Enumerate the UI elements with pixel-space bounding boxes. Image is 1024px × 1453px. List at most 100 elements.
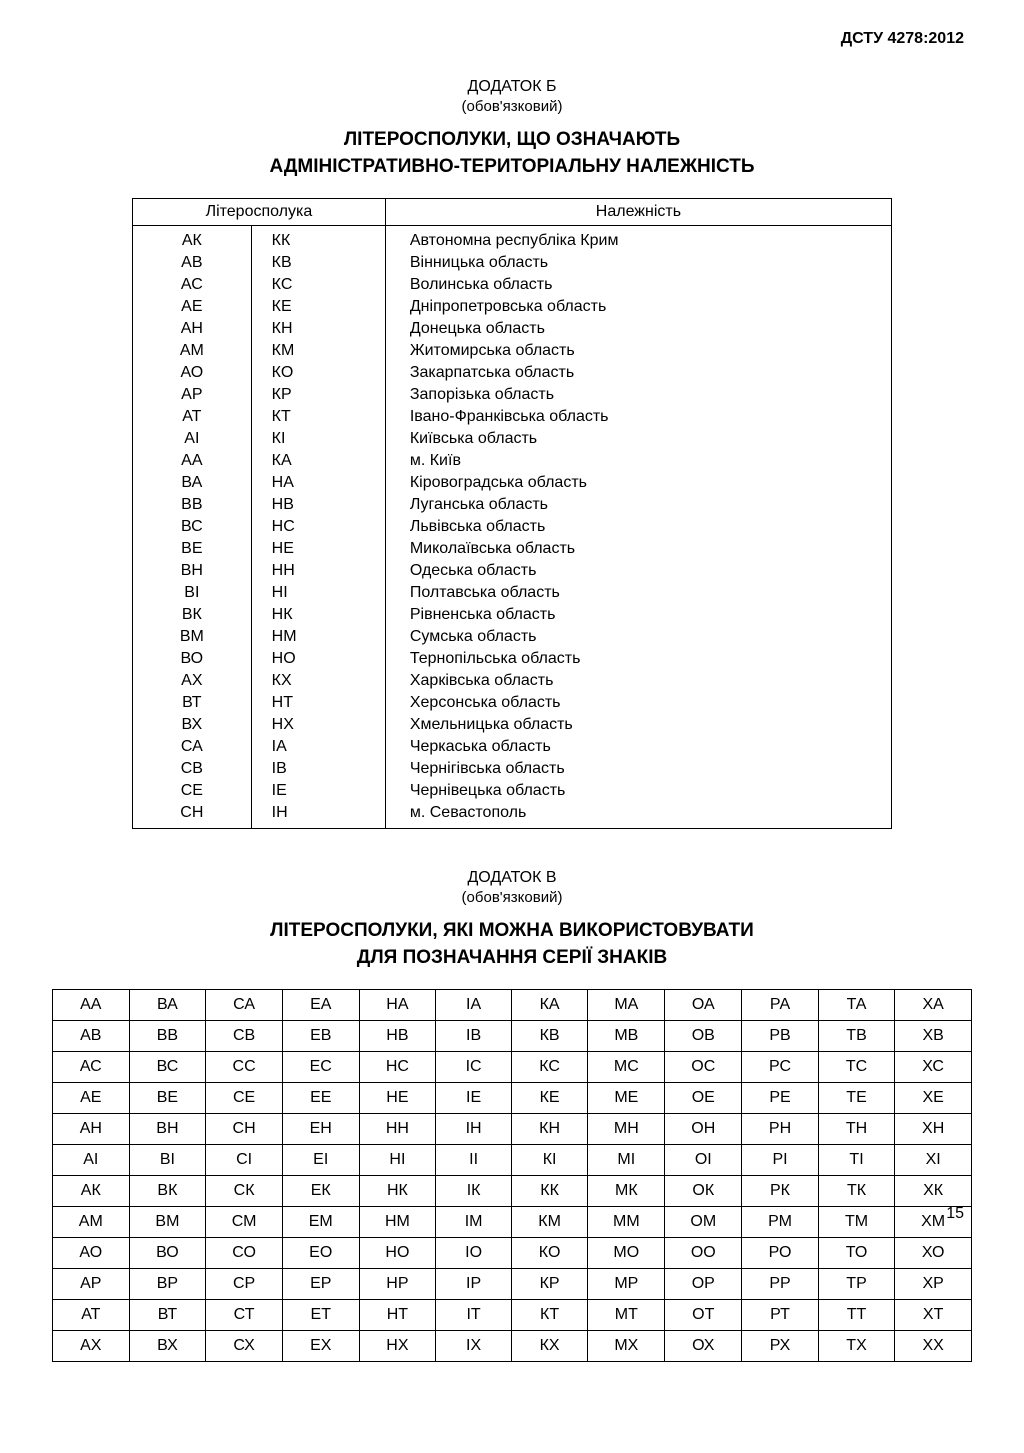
series-cell: ВС [129, 1052, 206, 1083]
series-table: ААВАСАЕАНАІАКАМАОАРАТАХААВВВСВЕВНВІВКВМВ… [52, 989, 972, 1362]
table-row: АЕВЕСЕЕЕНЕІЕКЕМЕОЕРЕТЕХЕ [53, 1083, 972, 1114]
series-cell: НР [359, 1269, 436, 1300]
region-code-2: КК [251, 226, 385, 253]
region-name: Волинська область [385, 274, 891, 296]
series-cell: ВЕ [129, 1083, 206, 1114]
series-cell: КМ [511, 1207, 587, 1238]
series-cell: ВТ [129, 1300, 206, 1331]
series-cell: ЕА [282, 990, 359, 1021]
table-row: ВТНТХерсонська область [133, 692, 892, 714]
table-row: ААКАм. Київ [133, 450, 892, 472]
region-code-2: КТ [251, 406, 385, 428]
table-row: ВМНМСумська область [133, 626, 892, 648]
series-cell: НО [359, 1238, 436, 1269]
region-name: Рівненська область [385, 604, 891, 626]
table-row: ВОНОТернопільська область [133, 648, 892, 670]
region-code-1: АЕ [133, 296, 252, 318]
appendix-v-title-line1: ЛІТЕРОСПОЛУКИ, ЯКІ МОЖНА ВИКОРИСТОВУВАТИ [270, 920, 754, 941]
table-row: АХВХСХЕХНХІХКХМХОХРХТХХХ [53, 1331, 972, 1362]
series-cell: ІІ [436, 1145, 512, 1176]
series-cell: КХ [511, 1331, 587, 1362]
table-row: АТКТІвано-Франківська область [133, 406, 892, 428]
series-cell: МВ [588, 1021, 665, 1052]
region-code-2: НХ [251, 714, 385, 736]
table-row: АКВКСКЕКНКІКККМКОКРКТКХК [53, 1176, 972, 1207]
series-cell: ІВ [436, 1021, 512, 1052]
table-row: ВХНХХмельницька область [133, 714, 892, 736]
region-name: Кіровоградська область [385, 472, 891, 494]
region-code-1: СН [133, 802, 252, 829]
page-number: 15 [946, 1205, 964, 1223]
table-row: АСКСВолинська область [133, 274, 892, 296]
region-code-1: ВН [133, 560, 252, 582]
region-code-2: ІА [251, 736, 385, 758]
series-cell: ЕІ [282, 1145, 359, 1176]
series-cell: ТР [818, 1269, 894, 1300]
series-cell: СВ [206, 1021, 283, 1052]
region-name: Дніпропетровська область [385, 296, 891, 318]
series-cell: СМ [206, 1207, 283, 1238]
series-cell: ТА [818, 990, 894, 1021]
region-code-1: АВ [133, 252, 252, 274]
series-cell: КО [511, 1238, 587, 1269]
region-name: Черкаська область [385, 736, 891, 758]
series-cell: МА [588, 990, 665, 1021]
series-cell: МК [588, 1176, 665, 1207]
series-cell: АІ [53, 1145, 130, 1176]
series-cell: НІ [359, 1145, 436, 1176]
series-cell: ТВ [818, 1021, 894, 1052]
region-name: Сумська область [385, 626, 891, 648]
table-row: ВВНВЛуганська область [133, 494, 892, 516]
table-row: АОВОСОЕОНОІОКОМОООРОТОХО [53, 1238, 972, 1269]
region-code-2: НА [251, 472, 385, 494]
series-cell: ІА [436, 990, 512, 1021]
series-cell: НЕ [359, 1083, 436, 1114]
series-cell: МО [588, 1238, 665, 1269]
region-code-1: АР [133, 384, 252, 406]
region-code-2: КС [251, 274, 385, 296]
series-cell: ХК [895, 1176, 972, 1207]
appendix-b-title: ЛІТЕРОСПОЛУКИ, ЩО ОЗНАЧАЮТЬ АДМІНІСТРАТИ… [50, 127, 974, 180]
table-row: АВВВСВЕВНВІВКВМВОВРВТВХВ [53, 1021, 972, 1052]
region-code-1: АО [133, 362, 252, 384]
series-cell: ЕС [282, 1052, 359, 1083]
series-cell: АК [53, 1176, 130, 1207]
table-row: АМВМСМЕМНМІМКМММОМРМТМХМ [53, 1207, 972, 1238]
appendix-b-label: ДОДАТОК Б [50, 78, 974, 96]
table-row: ВКНКРівненська область [133, 604, 892, 626]
series-cell: АЕ [53, 1083, 130, 1114]
table-row: СЕІЕЧернівецька область [133, 780, 892, 802]
table-row: ВСНСЛьвівська область [133, 516, 892, 538]
series-cell: ХХ [895, 1331, 972, 1362]
region-code-1: АА [133, 450, 252, 472]
series-cell: ЕН [282, 1114, 359, 1145]
region-code-2: КВ [251, 252, 385, 274]
region-code-1: ВІ [133, 582, 252, 604]
series-cell: ОС [665, 1052, 742, 1083]
series-cell: ІН [436, 1114, 512, 1145]
series-cell: КК [511, 1176, 587, 1207]
series-cell: АВ [53, 1021, 130, 1052]
appendix-v-label: ДОДАТОК В [50, 869, 974, 887]
series-cell: ОК [665, 1176, 742, 1207]
series-cell: ВА [129, 990, 206, 1021]
region-code-2: КХ [251, 670, 385, 692]
series-cell: ВН [129, 1114, 206, 1145]
series-cell: ВХ [129, 1331, 206, 1362]
series-cell: НТ [359, 1300, 436, 1331]
region-name: м. Київ [385, 450, 891, 472]
table-row: АСВСССЕСНСІСКСМСОСРСТСХС [53, 1052, 972, 1083]
series-cell: РВ [742, 1021, 819, 1052]
series-cell: ОІ [665, 1145, 742, 1176]
region-name: Миколаївська область [385, 538, 891, 560]
region-code-1: АС [133, 274, 252, 296]
series-cell: ОН [665, 1114, 742, 1145]
table-row: АРВРСРЕРНРІРКРМРОРРРТРХР [53, 1269, 972, 1300]
region-name: Чернівецька область [385, 780, 891, 802]
series-cell: ЕЕ [282, 1083, 359, 1114]
series-cell: ТО [818, 1238, 894, 1269]
table-row: АВКВВінницька область [133, 252, 892, 274]
region-code-2: НЕ [251, 538, 385, 560]
series-cell: ЕР [282, 1269, 359, 1300]
series-cell: ХІ [895, 1145, 972, 1176]
